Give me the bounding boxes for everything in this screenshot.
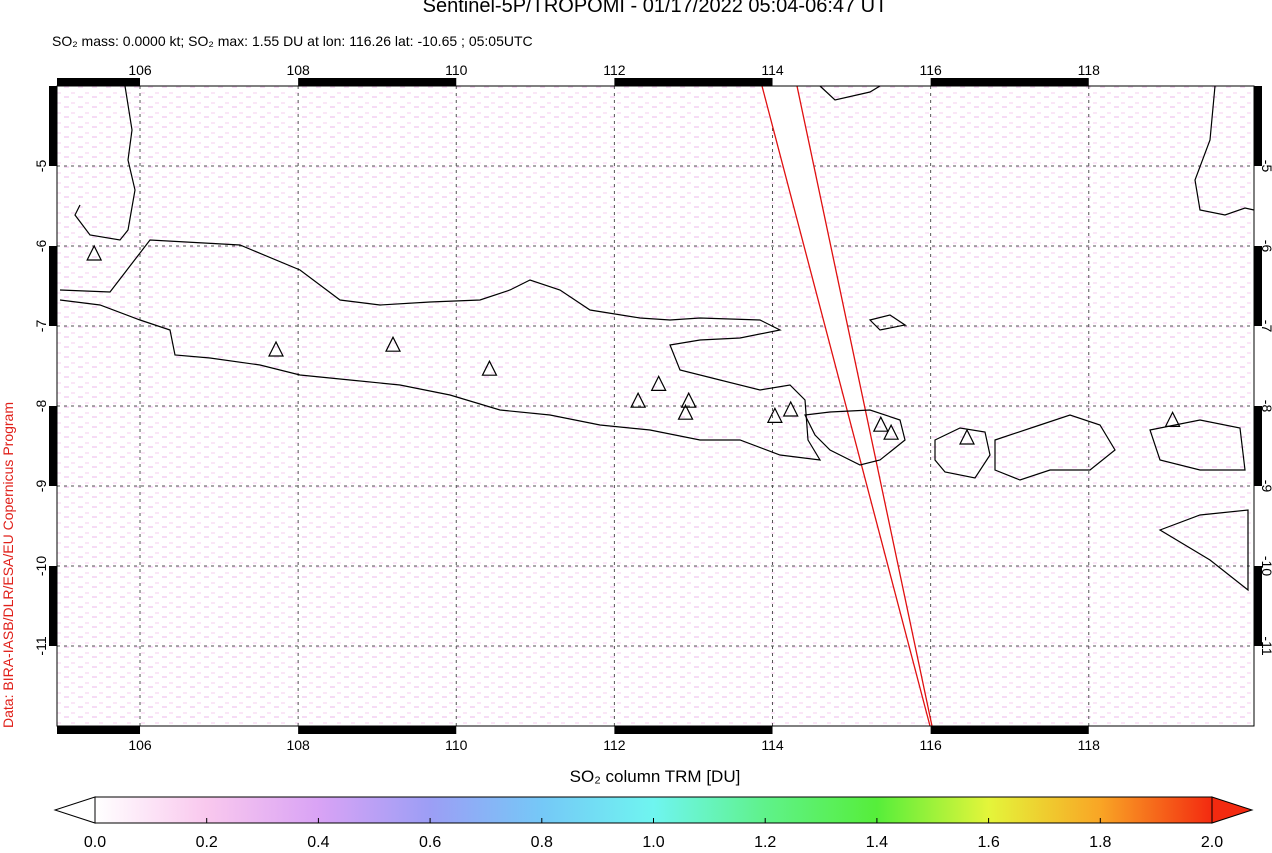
colorbar-tick-label: 0.6 [419, 834, 441, 851]
colorbar-min-arrow [53, 796, 96, 824]
frame-segment [49, 86, 57, 166]
coastline-lombok [934, 427, 991, 479]
frame-segment [49, 246, 57, 326]
y-tick-label: -8 [1259, 400, 1272, 413]
coastline-java [59, 239, 822, 461]
y-tick-label: -5 [1259, 160, 1272, 173]
coastline-flores [1149, 419, 1246, 471]
x-tick-label: 116 [919, 62, 942, 78]
coastline-kalimantan [819, 85, 881, 101]
y-tick-label: -7 [1259, 320, 1272, 333]
volcano [630, 391, 647, 408]
frame-segment [930, 78, 1089, 86]
colorbar-tick-label: 1.4 [866, 834, 888, 851]
y-tick-label: -8 [33, 400, 49, 413]
x-tick-label: 108 [286, 62, 310, 78]
chart-subtitle: SO₂ mass: 0.0000 kt; SO₂ max: 1.55 DU at… [52, 33, 533, 49]
volcano [959, 428, 975, 445]
coastline-kangean [868, 314, 907, 331]
x-tick-label: 108 [286, 737, 310, 753]
x-tick-label: 114 [761, 62, 784, 78]
frame-segment [1254, 406, 1262, 486]
chart-title: Sentinel-5P/TROPOMI - 01/17/2022 05:04-0… [423, 0, 888, 17]
frame-segment [49, 566, 57, 646]
frame-segment [1254, 566, 1262, 646]
volcano [481, 359, 498, 376]
y-tick-label: -6 [33, 240, 49, 253]
colorbar-label: SO₂ column TRM [DU] [570, 767, 741, 786]
map-background [57, 86, 1254, 726]
y-tick-label: -9 [33, 480, 49, 493]
x-tick-label: 106 [128, 737, 152, 753]
colorbar-tick-label: 1.0 [642, 834, 664, 851]
volcano-layer [86, 244, 1181, 445]
x-tick-label: 118 [1078, 737, 1101, 753]
y-tick-label: -11 [33, 636, 49, 655]
y-tick-label: -6 [1259, 240, 1272, 253]
orbit-edge [796, 85, 933, 727]
x-tick-label: 110 [445, 62, 468, 78]
volcano [86, 244, 103, 261]
colorbar: 0.0 0.2 0.4 0.6 0.8 1.0 1.2 1.4 1.6 1.8 2.0 [53, 796, 1254, 851]
frame-segment [57, 726, 141, 734]
frame-segment [298, 78, 457, 86]
orbit-edge [761, 85, 931, 727]
colorbar-tick-label: 0.4 [307, 834, 329, 851]
colorbar-tick-label: 0.8 [531, 834, 553, 851]
frame-segment [614, 78, 773, 86]
coastline-bali [804, 409, 906, 466]
colorbar-tick-label: 0.2 [196, 834, 218, 851]
x-tick-label: 114 [761, 737, 784, 753]
colorbar-tick-label: 1.8 [1089, 834, 1111, 851]
volcano [268, 340, 284, 357]
frame-segment [930, 726, 1089, 734]
volcano [650, 375, 667, 391]
colorbar-tick-label: 2.0 [1201, 834, 1223, 851]
coastline-sumbawa [994, 414, 1116, 481]
x-tick-label: 118 [1078, 62, 1101, 78]
volcano [677, 403, 694, 420]
volcano [872, 415, 889, 432]
coastline [74, 85, 136, 241]
y-tick-label: -9 [1259, 480, 1272, 493]
y-tick-label: -11 [1259, 636, 1272, 655]
coastline-sumba [1158, 509, 1249, 592]
frame-segment [298, 726, 457, 734]
x-tick-label: 110 [445, 737, 468, 753]
y-tick-label: -10 [33, 556, 49, 576]
colorbar-tick-label: 1.6 [977, 834, 999, 851]
coastlines [59, 85, 1255, 592]
frame-segment [49, 406, 57, 486]
grid-layer [57, 86, 1254, 726]
frame-segment [614, 726, 773, 734]
x-tick-label: 112 [603, 62, 626, 78]
frame-segment [1254, 246, 1262, 326]
frame-segment [57, 78, 141, 86]
y-tick-label: -10 [1259, 556, 1272, 576]
frame-segment [1254, 86, 1262, 166]
x-tick-label: 106 [128, 62, 152, 78]
y-tick-label: -5 [33, 160, 49, 173]
x-tick-label: 116 [919, 737, 942, 753]
volcano [782, 400, 799, 417]
coastline-sulawesi [1194, 85, 1255, 216]
credit: Data: BIRA-IASB/DLR/ESA/EU Copernicus Pr… [0, 402, 16, 728]
volcano [766, 407, 783, 423]
volcano [1164, 411, 1181, 427]
x-tick-label: 112 [603, 737, 626, 753]
colorbar-tick-label: 0.0 [84, 834, 106, 851]
frame-ticks: 106 106 108 108 110 110 112 112 114 114 116 116 118 1… [33, 62, 1272, 753]
colorbar-tick-label: 1.2 [754, 834, 776, 851]
volcano [385, 335, 401, 352]
volcano [680, 391, 697, 408]
colorbar-max-arrow [1211, 796, 1254, 824]
y-tick-label: -7 [33, 320, 49, 333]
volcano [883, 423, 900, 440]
